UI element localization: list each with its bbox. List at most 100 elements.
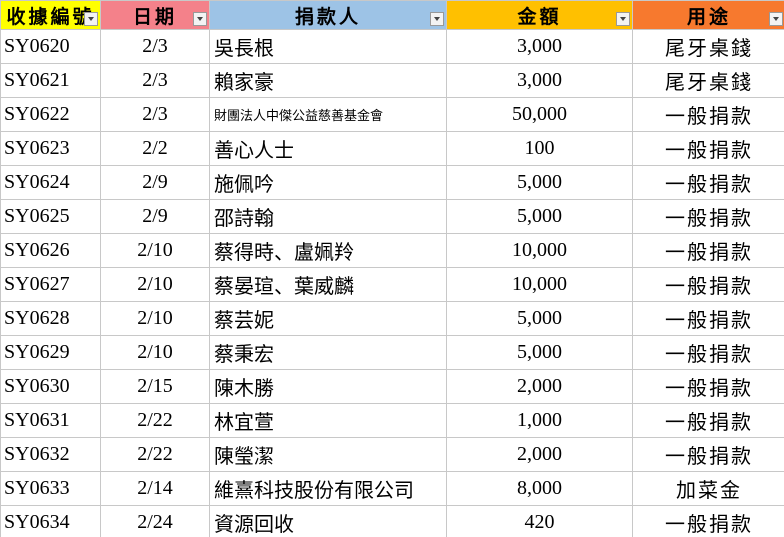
cell: 一般捐款 xyxy=(632,131,784,166)
cell: 蔡秉宏 xyxy=(209,335,447,370)
table-row: SY0632 2/22 陳瑩潔 2,000 一般捐款 xyxy=(0,437,784,472)
cell: 2,000 xyxy=(446,369,633,404)
header-row: 收據編號 日期 捐款人 金額 用途 xyxy=(0,0,784,30)
cell: 蔡得時、盧姵羚 xyxy=(209,233,447,268)
cell: 一般捐款 xyxy=(632,335,784,370)
cell: SY0633 xyxy=(0,471,101,506)
cell: 2/15 xyxy=(100,369,210,404)
table-row: SY0627 2/10 蔡晏瑄、葉威麟 10,000 一般捐款 xyxy=(0,267,784,302)
table-row: SY0631 2/22 林宜萱 1,000 一般捐款 xyxy=(0,403,784,438)
header-label: 日期 xyxy=(132,6,177,28)
cell: 2/3 xyxy=(100,63,210,98)
filter-dropdown[interactable] xyxy=(769,12,783,26)
table-row: SY0623 2/2 善心人士 100 一般捐款 xyxy=(0,131,784,166)
cell: 50,000 xyxy=(446,97,633,132)
header-label: 收據編號 xyxy=(6,6,95,28)
table-row: SY0620 2/3 吳長根 3,000 尾牙桌錢 xyxy=(0,29,784,64)
cell: 10,000 xyxy=(446,267,633,302)
cell: 5,000 xyxy=(446,335,633,370)
cell: 2/3 xyxy=(100,29,210,64)
cell: 一般捐款 xyxy=(632,233,784,268)
cell: 加菜金 xyxy=(632,471,784,506)
cell: 2/9 xyxy=(100,199,210,234)
cell: 2/9 xyxy=(100,165,210,200)
cell: SY0622 xyxy=(0,97,101,132)
cell: 一般捐款 xyxy=(632,267,784,302)
cell: 2/2 xyxy=(100,131,210,166)
cell: 賴家豪 xyxy=(209,63,447,98)
cell: 一般捐款 xyxy=(632,97,784,132)
cell: SY0620 xyxy=(0,29,101,64)
table-row: SY0626 2/10 蔡得時、盧姵羚 10,000 一般捐款 xyxy=(0,233,784,268)
cell: 陳木勝 xyxy=(209,369,447,404)
cell: SY0629 xyxy=(0,335,101,370)
cell: 維熹科技股份有限公司 xyxy=(209,471,447,506)
filter-dropdown[interactable] xyxy=(430,12,444,26)
cell: 尾牙桌錢 xyxy=(632,29,784,64)
cell: SY0631 xyxy=(0,403,101,438)
cell: 2/22 xyxy=(100,403,210,438)
table-row: SY0628 2/10 蔡芸妮 5,000 一般捐款 xyxy=(0,301,784,336)
table-row: SY0621 2/3 賴家豪 3,000 尾牙桌錢 xyxy=(0,63,784,98)
filter-dropdown[interactable] xyxy=(616,12,630,26)
cell: 5,000 xyxy=(446,165,633,200)
cell: 2/24 xyxy=(100,505,210,537)
cell: 2/10 xyxy=(100,335,210,370)
cell: SY0624 xyxy=(0,165,101,200)
filter-dropdown[interactable] xyxy=(193,12,207,26)
header-label: 用途 xyxy=(686,6,731,28)
cell: 資源回收 xyxy=(209,505,447,537)
cell: 2/3 xyxy=(100,97,210,132)
cell: 2/10 xyxy=(100,301,210,336)
cell: 3,000 xyxy=(446,29,633,64)
column-header: 捐款人 xyxy=(209,0,447,30)
cell: SY0634 xyxy=(0,505,101,537)
cell: 尾牙桌錢 xyxy=(632,63,784,98)
table-row: SY0625 2/9 邵詩翰 5,000 一般捐款 xyxy=(0,199,784,234)
cell: 善心人士 xyxy=(209,131,447,166)
cell: 財團法人中傑公益慈善基金會 xyxy=(209,97,447,132)
cell: 一般捐款 xyxy=(632,165,784,200)
table-row: SY0634 2/24 資源回收 420 一般捐款 xyxy=(0,505,784,537)
cell: 蔡晏瑄、葉威麟 xyxy=(209,267,447,302)
cell: 吳長根 xyxy=(209,29,447,64)
cell: SY0626 xyxy=(0,233,101,268)
cell: 3,000 xyxy=(446,63,633,98)
table-row: SY0633 2/14 維熹科技股份有限公司 8,000 加菜金 xyxy=(0,471,784,506)
table-row: SY0629 2/10 蔡秉宏 5,000 一般捐款 xyxy=(0,335,784,370)
cell: 邵詩翰 xyxy=(209,199,447,234)
header-label: 金額 xyxy=(517,6,562,28)
cell: 陳瑩潔 xyxy=(209,437,447,472)
cell: 10,000 xyxy=(446,233,633,268)
cell: 一般捐款 xyxy=(632,301,784,336)
table-row: SY0624 2/9 施佩吟 5,000 一般捐款 xyxy=(0,165,784,200)
cell: 施佩吟 xyxy=(209,165,447,200)
cell: 2/14 xyxy=(100,471,210,506)
cell: 2/22 xyxy=(100,437,210,472)
cell: 2,000 xyxy=(446,437,633,472)
cell: SY0630 xyxy=(0,369,101,404)
cell: 8,000 xyxy=(446,471,633,506)
cell: 林宜萱 xyxy=(209,403,447,438)
header-label: 捐款人 xyxy=(294,6,361,28)
cell: 一般捐款 xyxy=(632,199,784,234)
filter-dropdown[interactable] xyxy=(84,12,98,26)
cell: SY0623 xyxy=(0,131,101,166)
cell: 420 xyxy=(446,505,633,537)
cell: 蔡芸妮 xyxy=(209,301,447,336)
cell: 一般捐款 xyxy=(632,505,784,537)
cell: SY0625 xyxy=(0,199,101,234)
cell: SY0627 xyxy=(0,267,101,302)
cell: SY0621 xyxy=(0,63,101,98)
cell: 一般捐款 xyxy=(632,369,784,404)
cell: 5,000 xyxy=(446,199,633,234)
cell: 100 xyxy=(446,131,633,166)
cell: 1,000 xyxy=(446,403,633,438)
table-row: SY0622 2/3 財團法人中傑公益慈善基金會 50,000 一般捐款 xyxy=(0,97,784,132)
column-header: 收據編號 xyxy=(0,0,101,30)
cell: 一般捐款 xyxy=(632,437,784,472)
cell: SY0628 xyxy=(0,301,101,336)
cell: 2/10 xyxy=(100,267,210,302)
